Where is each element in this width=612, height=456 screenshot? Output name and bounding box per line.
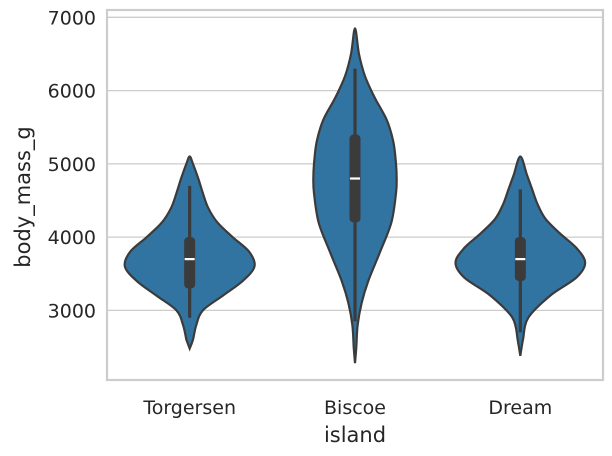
violin-biscoe [312, 27, 398, 364]
violins [123, 27, 587, 364]
violin-torgersen [123, 155, 256, 352]
y-tick-label: 4000 [48, 227, 96, 249]
x-tick-label: Dream [488, 397, 552, 419]
y-axis-label: body_mass_g [11, 126, 36, 267]
plot-frame [105, 8, 605, 382]
y-tick-label: 5000 [48, 154, 96, 176]
x-axis-label: island [324, 423, 386, 447]
iqr-box [184, 237, 196, 289]
x-tick-label: Torgersen [142, 397, 236, 419]
y-tick-labels: 3000 4000 5000 6000 7000 [48, 7, 96, 322]
violin-dream [454, 155, 587, 356]
y-tick-label: 6000 [48, 81, 96, 103]
x-tick-label: Biscoe [324, 397, 386, 419]
y-tick-label: 3000 [48, 300, 96, 322]
x-tick-labels: Torgersen Biscoe Dream [142, 397, 552, 419]
y-tick-label: 7000 [48, 7, 96, 29]
